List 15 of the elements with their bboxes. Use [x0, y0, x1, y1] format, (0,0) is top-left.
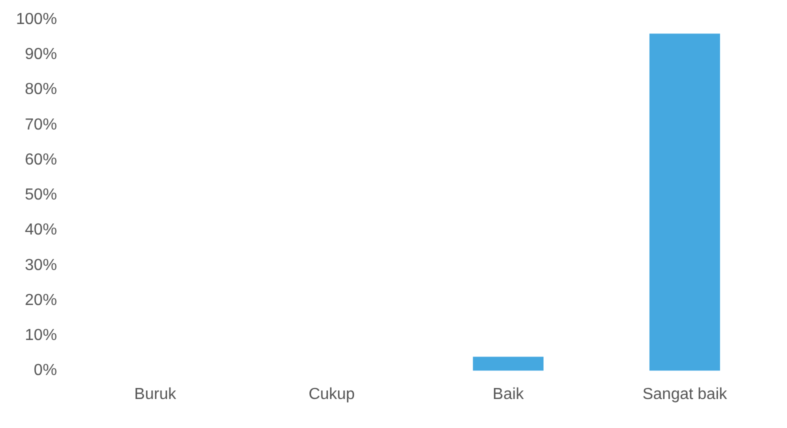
y-tick-label: 100% [16, 11, 57, 28]
x-tick-label: Cukup [308, 386, 355, 403]
y-tick-label: 90% [24, 46, 57, 64]
y-tick-label: 80% [24, 81, 57, 98]
x-tick-label: Buruk [134, 386, 178, 403]
x-tick-label: Sangat baik [642, 386, 728, 403]
y-tick-label: 40% [24, 222, 57, 239]
x-tick-label: Baik [492, 386, 525, 403]
y-tick-label: 10% [24, 327, 57, 344]
y-tick-label: 0% [34, 362, 57, 380]
y-tick-label: 70% [24, 116, 57, 134]
y-tick-label: 60% [24, 151, 57, 168]
y-tick-label: 20% [24, 292, 57, 309]
y-tick-label: 30% [24, 256, 57, 274]
y-tick-label: 50% [24, 186, 57, 204]
